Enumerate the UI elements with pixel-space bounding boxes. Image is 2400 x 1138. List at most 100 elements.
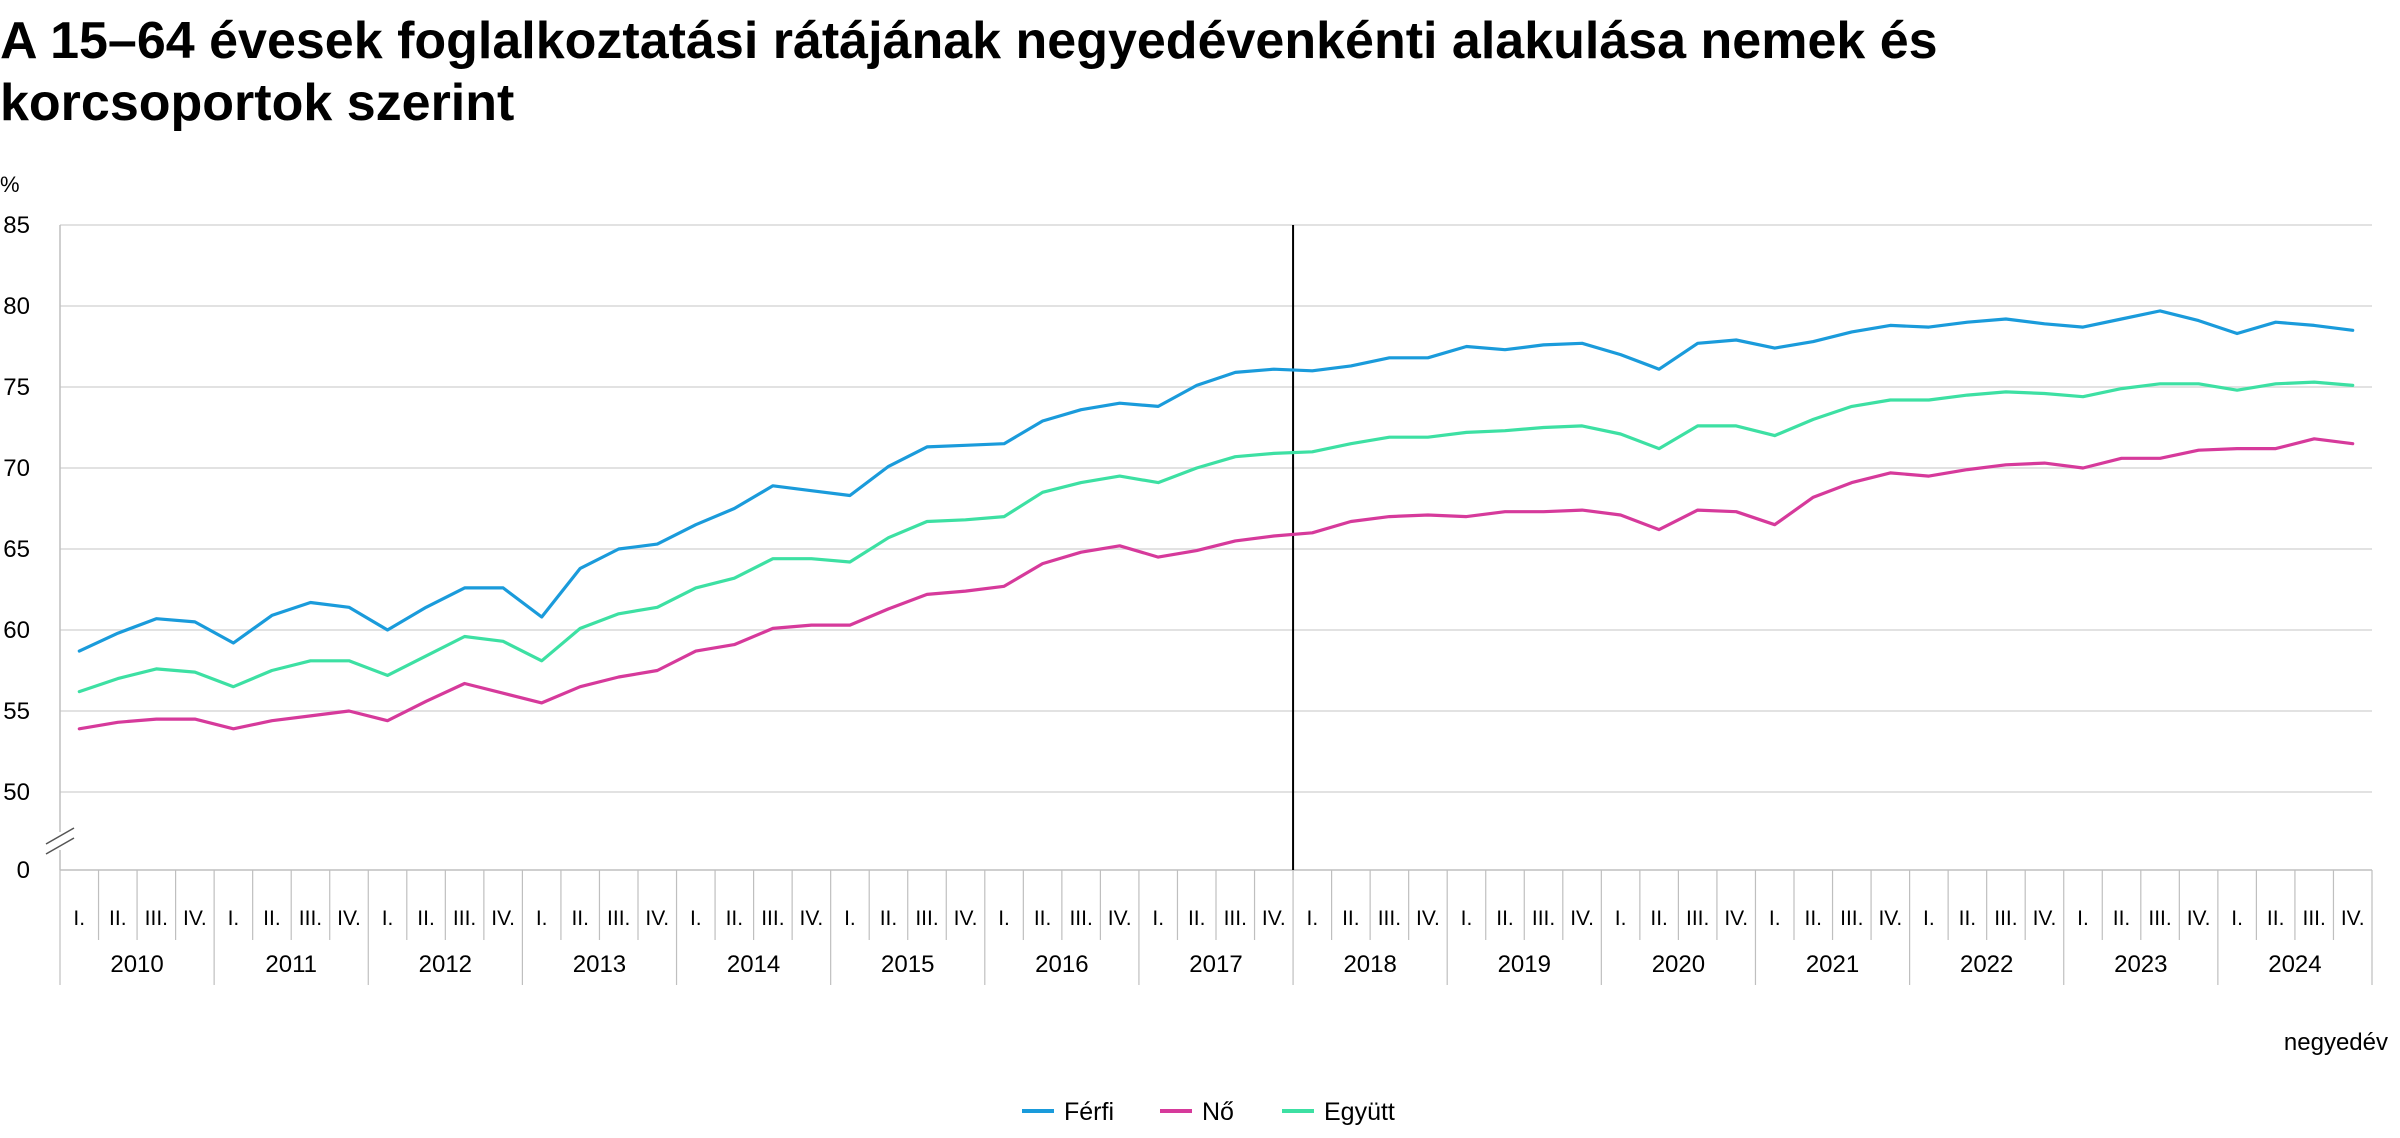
quarter-label: IV. <box>800 907 824 930</box>
axis-break-stroke <box>45 827 75 845</box>
quarter-label: III. <box>299 907 322 930</box>
y-tick-label-60: 60 <box>3 617 30 644</box>
series-line-együtt <box>77 380 2355 694</box>
quarter-label: IV. <box>1416 907 1440 930</box>
quarter-label: II. <box>571 907 589 930</box>
quarter-label: I. <box>228 907 240 930</box>
year-label-2018: 2018 <box>1343 951 1396 978</box>
quarter-label: I. <box>2077 907 2089 930</box>
quarter-label: IV. <box>1570 907 1594 930</box>
quarter-label: II. <box>1959 907 1977 930</box>
quarter-label: I. <box>1306 907 1318 930</box>
year-label-2019: 2019 <box>1498 951 1551 978</box>
quarter-label: IV. <box>337 907 361 930</box>
quarter-label: III. <box>1069 907 1092 930</box>
quarter-label: III. <box>453 907 476 930</box>
series-line-férfi <box>77 309 2355 653</box>
quarter-label: I. <box>1769 907 1781 930</box>
quarter-label: IV. <box>1878 907 1902 930</box>
quarter-label: I. <box>844 907 856 930</box>
y-tick-label-65: 65 <box>3 536 30 563</box>
y-tick-label-70: 70 <box>3 455 30 482</box>
quarter-label: IV. <box>183 907 207 930</box>
quarter-label: III. <box>1378 907 1401 930</box>
quarter-label: II. <box>2267 907 2285 930</box>
quarter-label: II. <box>1034 907 1052 930</box>
legend-label-nő: Nő <box>1202 1098 1234 1126</box>
quarter-label: I. <box>73 907 85 930</box>
quarter-label: IV. <box>1724 907 1748 930</box>
series-lines <box>77 225 2355 870</box>
quarter-label: II. <box>1188 907 1206 930</box>
quarter-label: II. <box>1805 907 1823 930</box>
quarter-label: I. <box>998 907 1010 930</box>
legend-label-együtt: Együtt <box>1324 1098 1395 1126</box>
y-tick-label-55: 55 <box>3 698 30 725</box>
series-line-nő <box>77 437 2355 731</box>
quarter-label: IV. <box>1108 907 1132 930</box>
quarter-label: III. <box>761 907 784 930</box>
year-label-2017: 2017 <box>1189 951 1242 978</box>
quarter-label: IV. <box>954 907 978 930</box>
y-tick-label-zero: 0 <box>17 857 30 884</box>
quarter-label: IV. <box>645 907 669 930</box>
quarter-label: IV. <box>1262 907 1286 930</box>
quarter-label: II. <box>726 907 744 930</box>
axis-break-gap <box>44 832 76 850</box>
axis-break-stroke <box>45 837 75 855</box>
year-label-2014: 2014 <box>727 951 780 978</box>
quarter-label: II. <box>417 907 435 930</box>
year-label-2011: 2011 <box>265 951 317 978</box>
quarter-label: IV. <box>2341 907 2365 930</box>
year-label-2022: 2022 <box>1960 951 2013 978</box>
quarter-label: III. <box>607 907 630 930</box>
x-axis-label: negyedév <box>2284 1029 2388 1056</box>
legend: Férfi Nő Együtt <box>1022 1098 1395 1126</box>
year-label-2012: 2012 <box>419 951 472 978</box>
quarter-label: II. <box>1496 907 1514 930</box>
quarter-label: I. <box>382 907 394 930</box>
quarter-label: II. <box>1650 907 1668 930</box>
year-label-2016: 2016 <box>1035 951 1088 978</box>
year-label-2023: 2023 <box>2114 951 2167 978</box>
quarter-label: I. <box>2231 907 2243 930</box>
quarter-label: I. <box>536 907 548 930</box>
quarter-label: II. <box>263 907 281 930</box>
y-tick-label-50: 50 <box>3 779 30 806</box>
quarter-label: III. <box>2303 907 2326 930</box>
gridlines <box>44 224 2372 871</box>
y-axis-unit-label: % <box>0 172 20 197</box>
y-tick-label-85: 85 <box>3 212 30 239</box>
quarter-label: I. <box>1923 907 1935 930</box>
legend-label-férfi: Férfi <box>1064 1098 1114 1126</box>
y-axis-ticks: 50 55 60 65 70 75 80 85 0 <box>3 212 30 884</box>
quarter-label: II. <box>1342 907 1360 930</box>
year-label-2020: 2020 <box>1652 951 1705 978</box>
x-axis: I. II. III. IV. I. II. III. IV. I. II. III. IV. I. II… <box>59 870 2373 985</box>
quarter-label: I. <box>1461 907 1473 930</box>
quarter-label: I. <box>1152 907 1164 930</box>
quarter-label: III. <box>1840 907 1863 930</box>
quarter-label: III. <box>1994 907 2017 930</box>
year-label-2024: 2024 <box>2268 951 2321 978</box>
quarter-label: III. <box>915 907 938 930</box>
quarter-label: IV. <box>491 907 515 930</box>
quarter-label: III. <box>145 907 168 930</box>
quarter-label: II. <box>2113 907 2131 930</box>
chart-title: A 15–64 évesek foglalkoztatási rátájának… <box>0 12 1938 132</box>
quarter-label: II. <box>880 907 898 930</box>
quarter-label: IV. <box>2187 907 2211 930</box>
quarter-label: II. <box>109 907 127 930</box>
quarter-label: III. <box>1224 907 1247 930</box>
axis-break-marker <box>44 827 76 855</box>
year-label-2010: 2010 <box>110 951 163 978</box>
quarter-label: IV. <box>2033 907 2057 930</box>
quarter-label: III. <box>1686 907 1709 930</box>
quarter-label: I. <box>690 907 702 930</box>
quarter-label: III. <box>1532 907 1555 930</box>
y-tick-label-75: 75 <box>3 374 30 401</box>
quarter-label: III. <box>2148 907 2171 930</box>
year-label-2021: 2021 <box>1806 951 1859 978</box>
year-label-2013: 2013 <box>573 951 626 978</box>
